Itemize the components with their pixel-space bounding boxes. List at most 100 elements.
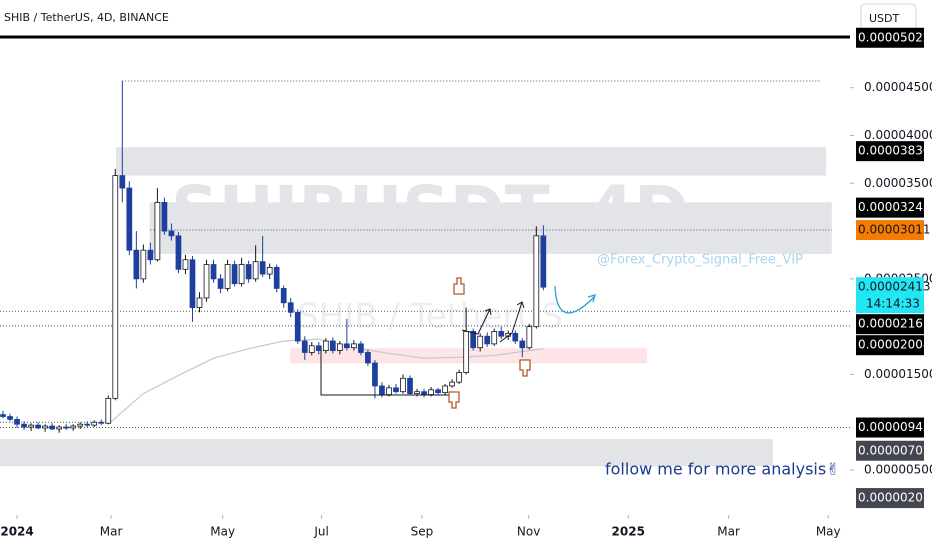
price-badge-label: 0.00003836 <box>858 144 931 158</box>
candle-body <box>386 387 392 395</box>
candle-body <box>224 264 231 289</box>
y-tick-label: 0.00003500 <box>864 176 932 190</box>
x-tick-label: Mar <box>100 525 123 539</box>
candle-body <box>266 266 273 275</box>
price-badge-label: 0.00002413 <box>858 280 931 294</box>
candle-body <box>140 249 147 280</box>
header-bar <box>0 0 932 36</box>
x-tick-label: May <box>816 525 841 539</box>
candle-body <box>91 421 98 426</box>
range-box <box>320 350 450 396</box>
candle-body <box>175 235 182 270</box>
zigzag-arrow <box>461 308 491 335</box>
candle-body <box>322 340 329 351</box>
arrowhead <box>484 308 492 316</box>
candle-body <box>259 261 266 275</box>
price-badge <box>856 335 924 356</box>
price-badge <box>856 314 924 335</box>
price-badge <box>856 440 924 461</box>
candle-body <box>540 235 547 288</box>
candle-body <box>463 331 470 373</box>
candle-body <box>470 331 477 349</box>
price-badge-label: 0.00002008 <box>858 338 931 352</box>
follow-text: follow me for more analysis✌ <box>605 460 840 479</box>
candle-body <box>133 249 140 280</box>
candle-body <box>217 278 224 289</box>
watermark-sub: SHIB / TetherUS <box>297 297 563 337</box>
hand-icons <box>448 277 531 409</box>
y-tick-label: 0.00000500 <box>864 463 932 477</box>
candle-body <box>49 425 55 430</box>
zone <box>0 439 773 467</box>
candle-body <box>56 426 63 430</box>
x-tick-label: Nov <box>517 525 540 539</box>
candle-body <box>112 175 119 399</box>
axes: 0.000045000.000040000.000035000.00002500… <box>0 27 932 550</box>
candle-body <box>365 352 371 364</box>
candle-body <box>168 230 175 237</box>
watermark: SHIBUSDT, 4D <box>171 172 689 249</box>
candle-body <box>21 423 27 428</box>
arrowhead <box>516 301 525 309</box>
candle-body <box>182 259 189 270</box>
y-tick-label: 0.00001500 <box>864 367 932 381</box>
price-badge-label: 0.00005022 <box>858 30 931 44</box>
candle-body <box>400 377 406 393</box>
candle-body <box>435 389 441 394</box>
projection-arrow <box>554 285 596 314</box>
symbol-title: SHIB / TetherUS, 4D, BINANCE <box>4 11 169 24</box>
candle-body <box>119 175 126 189</box>
candle-body <box>442 385 448 394</box>
candle-body <box>477 335 484 349</box>
candle-body <box>196 297 203 308</box>
candle-body <box>379 385 385 395</box>
candle-body <box>98 421 105 424</box>
levels <box>0 80 850 429</box>
candle-body <box>0 414 6 417</box>
price-badge-label: 0.00003245 <box>858 200 931 214</box>
candle-body <box>42 425 48 429</box>
zone <box>149 202 832 255</box>
candle-body <box>294 311 301 342</box>
hand-icon <box>519 359 531 377</box>
candle-body <box>203 264 210 299</box>
x-tick-label: Mar <box>717 525 740 539</box>
candle-body <box>301 340 308 353</box>
y-tick-label: 0.00004000 <box>864 128 932 142</box>
candle-body <box>393 387 399 393</box>
candle-body <box>358 343 364 353</box>
x-tick-label: 2024 <box>0 525 33 539</box>
candle-body <box>105 397 112 424</box>
x-tick-label: 2025 <box>612 525 645 539</box>
price-badge <box>856 27 924 48</box>
hand-icon <box>453 277 465 295</box>
candle-body <box>245 264 252 280</box>
candle-body <box>231 264 238 285</box>
zone <box>115 147 827 176</box>
candle-body <box>14 418 20 425</box>
candle-body <box>63 426 70 429</box>
candle-body <box>287 302 294 313</box>
x-tick-label: Jul <box>313 525 328 539</box>
price-badge <box>856 220 924 241</box>
price-badge <box>856 417 924 438</box>
candle-body <box>77 423 84 427</box>
price-badge <box>856 141 924 162</box>
price-badge-label: 0.00002161 <box>858 317 931 331</box>
candle-body <box>414 391 420 394</box>
candle-body <box>273 266 280 289</box>
candle-body <box>336 343 343 351</box>
candle-body <box>35 424 41 429</box>
candle-body <box>147 249 154 261</box>
plot-area: SHIBUSDT, 4D SHIB / TetherUS @Forex_Cryp… <box>0 80 850 479</box>
currency-label[interactable]: USDT <box>869 12 900 25</box>
moving-average <box>107 338 544 425</box>
hand-icon <box>448 391 460 409</box>
x-tick-label: May <box>210 525 235 539</box>
marks <box>0 80 547 433</box>
price-badge <box>856 197 924 218</box>
candle-body <box>498 331 505 337</box>
candle-body <box>161 201 168 232</box>
price-badge-label: 0.00000702 <box>858 443 931 457</box>
